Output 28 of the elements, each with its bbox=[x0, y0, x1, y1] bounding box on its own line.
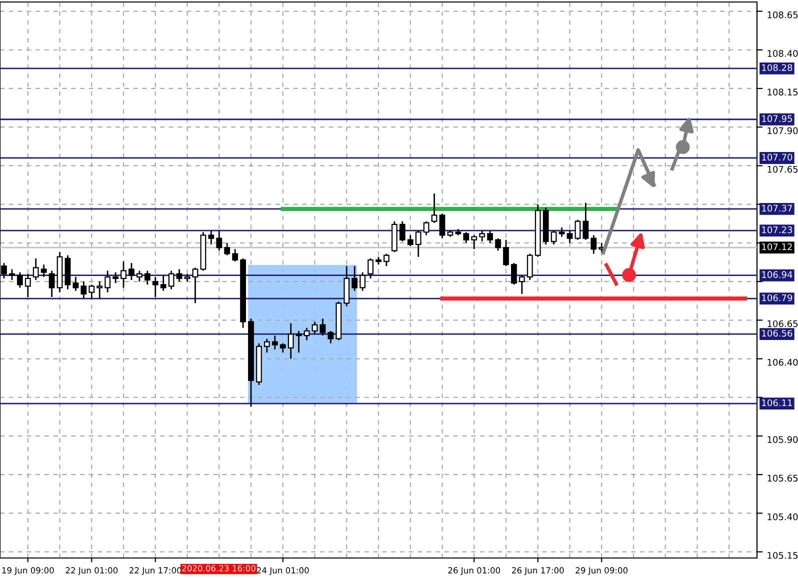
ref-line-label: 107.23 bbox=[762, 226, 792, 234]
ref-line-label: 106.56 bbox=[762, 330, 792, 337]
ref-line-label: 107.95 bbox=[762, 115, 792, 122]
x-tick-label: 29 Jun 09:00 bbox=[576, 567, 628, 576]
y-tick-label: 105.90 bbox=[768, 436, 798, 443]
ref-line-label: 106.79 bbox=[762, 294, 792, 302]
ref-line-label: 107.70 bbox=[762, 154, 792, 161]
y-tick-label: 108.40 bbox=[768, 50, 798, 57]
y-tick-label: 105.65 bbox=[768, 474, 798, 482]
text: 2020.06.23 16:00 bbox=[182, 565, 256, 572]
y-tick-label: 105.15 bbox=[768, 552, 798, 559]
y-tick-label: 107.90 bbox=[768, 127, 798, 134]
y-tick-label: 108.15 bbox=[768, 88, 798, 96]
x-tick-label: 24 Jun 01:00 bbox=[257, 567, 309, 576]
y-tick-label: 107.65 bbox=[768, 166, 798, 173]
x-tick-label: 26 Jun 01:00 bbox=[448, 567, 500, 576]
y-tick-label: 105.40 bbox=[768, 513, 798, 520]
y-tick-label: 106.65 bbox=[768, 320, 798, 328]
x-tick-label: 26 Jun 17:00 bbox=[512, 567, 564, 576]
ref-line-label: 106.11 bbox=[762, 399, 792, 406]
x-tick-label: 19 Jun 09:00 bbox=[2, 567, 54, 576]
y-tick-label: 106.40 bbox=[768, 358, 798, 366]
ref-line-label: 107.12 bbox=[762, 243, 792, 250]
x-tick-label: 22 Jun 01:00 bbox=[66, 567, 118, 576]
ref-line-label: 106.94 bbox=[762, 271, 792, 278]
ref-line-label: 108.28 bbox=[762, 64, 792, 72]
ref-line-label: 107.37 bbox=[762, 204, 792, 212]
y-tick-label: 108.65 bbox=[768, 11, 798, 18]
